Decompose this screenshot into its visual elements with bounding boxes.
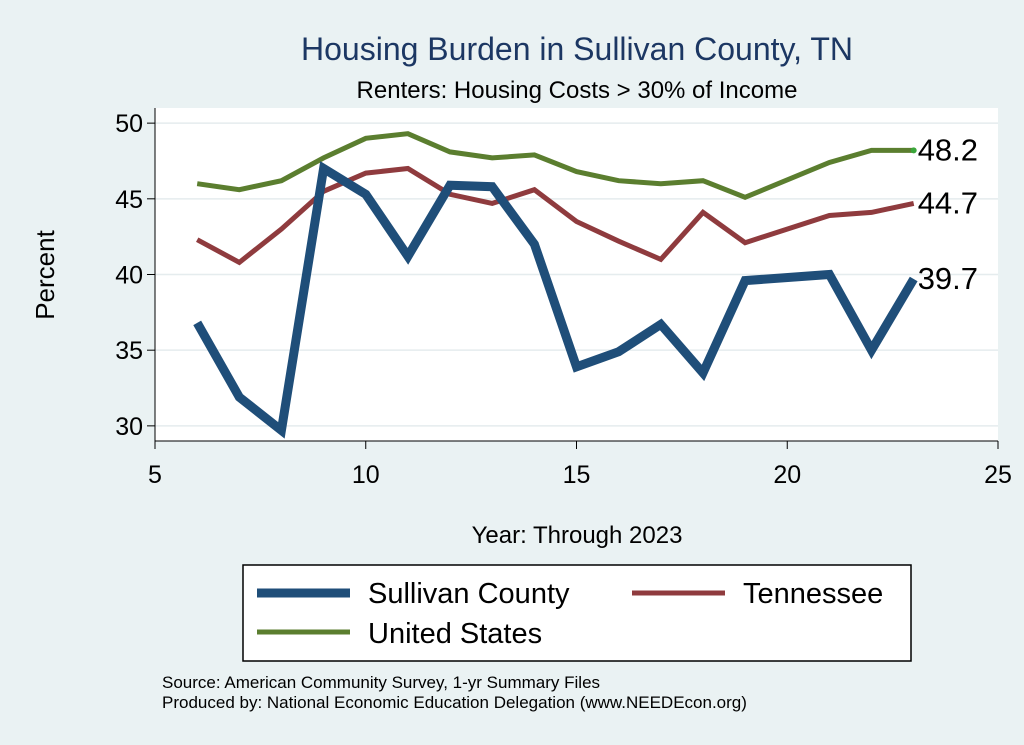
x-tick-label: 25 — [984, 461, 1012, 489]
y-axis-label: Percent — [30, 229, 60, 319]
grid-lines — [155, 122, 998, 427]
end-label-sullivan-county: 39.7 — [918, 261, 978, 296]
x-ticks: 5 10 15 20 25 — [148, 441, 1012, 489]
end-label-united-states: 48.2 — [918, 132, 978, 167]
y-tick-label: 35 — [115, 337, 143, 365]
end-labels: 48.2 44.7 39.7 — [918, 132, 978, 296]
chart-title: Housing Burden in Sullivan County, TN — [301, 31, 853, 67]
x-tick-label: 10 — [352, 461, 380, 489]
x-tick-label: 5 — [148, 461, 162, 489]
y-tick-label: 30 — [115, 413, 143, 441]
y-tick-label: 50 — [115, 110, 143, 138]
legend-box — [242, 564, 912, 662]
x-tick-label: 15 — [563, 461, 591, 489]
produced-by-line: Produced by: National Economic Education… — [162, 693, 747, 712]
series-layer — [193, 131, 918, 439]
source-line: Source: American Community Survey, 1-yr … — [162, 673, 600, 692]
legend: Sullivan County Tennessee United States — [242, 564, 912, 662]
legend-items: Sullivan County Tennessee United States — [257, 578, 883, 650]
y-tick-label: 40 — [115, 262, 143, 290]
chart-subtitle: Renters: Housing Costs > 30% of Income — [357, 77, 798, 104]
y-tick-label: 45 — [115, 186, 143, 214]
end-label-tennessee: 44.7 — [918, 185, 978, 220]
end-marker — [910, 147, 917, 154]
x-tick-label: 20 — [773, 461, 801, 489]
x-axis-label: Year: Through 2023 — [472, 522, 683, 549]
legend-label-sullivan-county: Sullivan County — [368, 578, 570, 610]
legend-label-united-states: United States — [368, 618, 542, 650]
y-ticks: 30 35 40 45 50 — [115, 110, 155, 441]
legend-label-tennessee: Tennessee — [743, 578, 883, 610]
